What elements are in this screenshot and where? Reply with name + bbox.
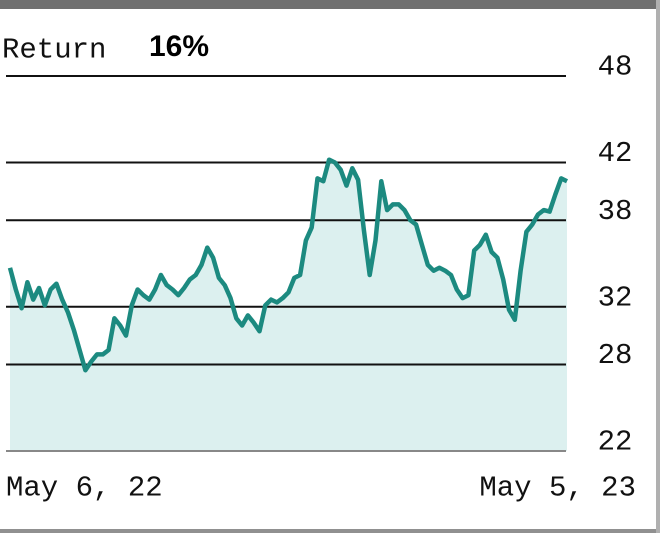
y-tick-label: 22 xyxy=(598,426,633,459)
x-tick-label: May 5, 23 xyxy=(479,472,636,505)
x-tick-label: May 6, 22 xyxy=(6,472,163,505)
title-value: 16% xyxy=(149,30,209,63)
top-bar xyxy=(0,0,660,9)
y-tick-label: 32 xyxy=(598,281,633,314)
bottom-bar xyxy=(0,529,660,533)
y-tick-label: 28 xyxy=(598,339,633,372)
y-tick-label: 42 xyxy=(598,137,633,170)
area-fill xyxy=(10,159,567,451)
right-border xyxy=(656,0,660,533)
line xyxy=(7,157,569,373)
y-tick-label: 38 xyxy=(598,195,633,228)
chart-title: Return xyxy=(2,34,106,67)
y-tick-label: 48 xyxy=(598,51,633,84)
